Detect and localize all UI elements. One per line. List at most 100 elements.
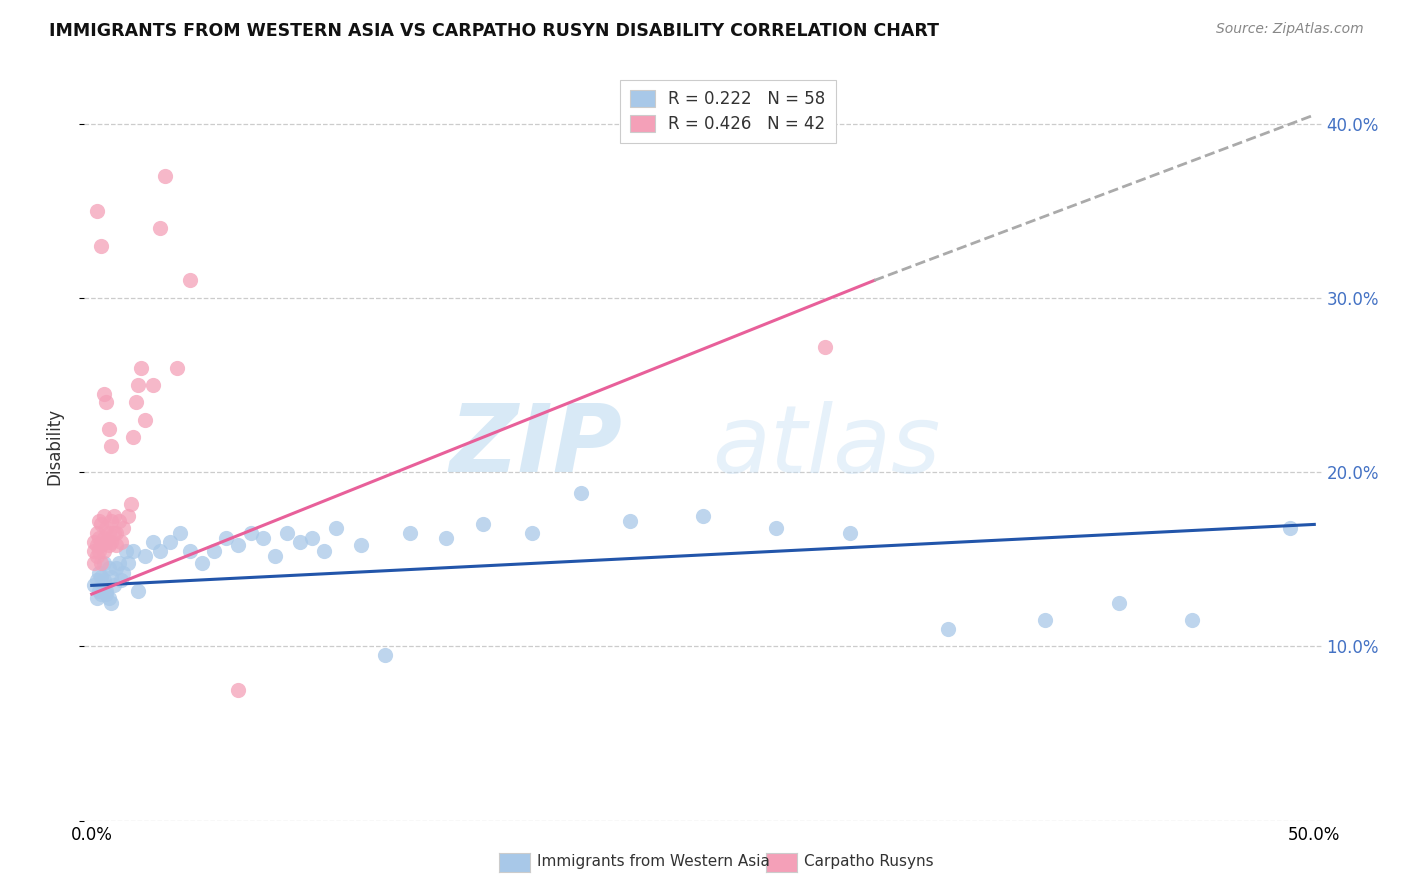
Point — [142, 378, 165, 392]
Point — [107, 514, 129, 528]
Point — [93, 573, 115, 587]
Point — [471, 517, 494, 532]
Point — [105, 561, 128, 575]
Point — [228, 538, 250, 552]
Point — [96, 395, 118, 409]
Point — [86, 591, 108, 605]
Point — [96, 521, 118, 535]
Point — [120, 496, 142, 510]
Point — [122, 543, 145, 558]
Point — [350, 538, 373, 552]
Point — [127, 583, 149, 598]
Point — [112, 521, 135, 535]
Point — [97, 591, 120, 605]
Point — [110, 534, 132, 549]
Point — [96, 583, 118, 598]
Point — [86, 538, 108, 552]
Point — [215, 532, 238, 546]
Point — [159, 534, 181, 549]
Point — [86, 203, 108, 218]
Legend: R = 0.222   N = 58, R = 0.426   N = 42: R = 0.222 N = 58, R = 0.426 N = 42 — [620, 79, 835, 143]
Y-axis label: Disability: Disability — [45, 408, 63, 484]
Text: IMMIGRANTS FROM WESTERN ASIA VS CARPATHO RUSYN DISABILITY CORRELATION CHART: IMMIGRANTS FROM WESTERN ASIA VS CARPATHO… — [49, 22, 939, 40]
Point — [179, 273, 201, 287]
Point — [103, 526, 125, 541]
Point — [692, 508, 714, 523]
Point — [100, 534, 122, 549]
Text: Carpatho Rusyns: Carpatho Rusyns — [804, 855, 934, 869]
Point — [97, 526, 120, 541]
Point — [90, 556, 112, 570]
Point — [115, 543, 138, 558]
Point — [83, 534, 105, 549]
Point — [93, 532, 115, 546]
Point — [90, 538, 112, 552]
Point — [169, 526, 191, 541]
Point — [276, 526, 298, 541]
Point — [765, 521, 787, 535]
Point — [83, 556, 105, 570]
Point — [166, 360, 188, 375]
Point — [110, 573, 132, 587]
Point — [434, 532, 457, 546]
Point — [936, 622, 959, 636]
Point — [87, 583, 110, 598]
Point — [97, 561, 120, 575]
Point — [86, 549, 108, 563]
Point — [122, 430, 145, 444]
Point — [93, 508, 115, 523]
Point — [838, 526, 860, 541]
Point — [96, 587, 118, 601]
Point — [179, 543, 201, 558]
Text: ZIP: ZIP — [450, 400, 623, 492]
Point — [134, 413, 156, 427]
Point — [86, 526, 108, 541]
Point — [228, 682, 250, 697]
Point — [149, 543, 172, 558]
Point — [107, 556, 129, 570]
Point — [93, 543, 115, 558]
Point — [325, 521, 347, 535]
Point — [117, 556, 139, 570]
Point — [87, 543, 110, 558]
Point — [569, 486, 592, 500]
Point — [100, 439, 122, 453]
Point — [149, 221, 172, 235]
Text: Immigrants from Western Asia: Immigrants from Western Asia — [537, 855, 770, 869]
Point — [87, 566, 110, 581]
Point — [398, 526, 420, 541]
Text: atlas: atlas — [713, 401, 941, 491]
Point — [100, 596, 122, 610]
Point — [90, 570, 112, 584]
Point — [1108, 596, 1130, 610]
Point — [103, 508, 125, 523]
Point — [252, 532, 274, 546]
Point — [129, 360, 152, 375]
Point — [93, 556, 115, 570]
Point — [374, 648, 396, 662]
Point — [96, 534, 118, 549]
Point — [125, 395, 148, 409]
Point — [239, 526, 262, 541]
Point — [1278, 521, 1301, 535]
Point — [90, 238, 112, 252]
Point — [288, 534, 311, 549]
Point — [100, 514, 122, 528]
Point — [100, 570, 122, 584]
Point — [264, 549, 287, 563]
Point — [520, 526, 543, 541]
Point — [97, 538, 120, 552]
Point — [87, 514, 110, 528]
Point — [117, 508, 139, 523]
Point — [87, 532, 110, 546]
Point — [83, 578, 105, 592]
Point — [619, 514, 641, 528]
Point — [127, 378, 149, 392]
Point — [142, 534, 165, 549]
Point — [312, 543, 335, 558]
Point — [97, 421, 120, 435]
Point — [814, 340, 837, 354]
Point — [86, 573, 108, 587]
Point — [112, 566, 135, 581]
Point — [1181, 613, 1204, 627]
